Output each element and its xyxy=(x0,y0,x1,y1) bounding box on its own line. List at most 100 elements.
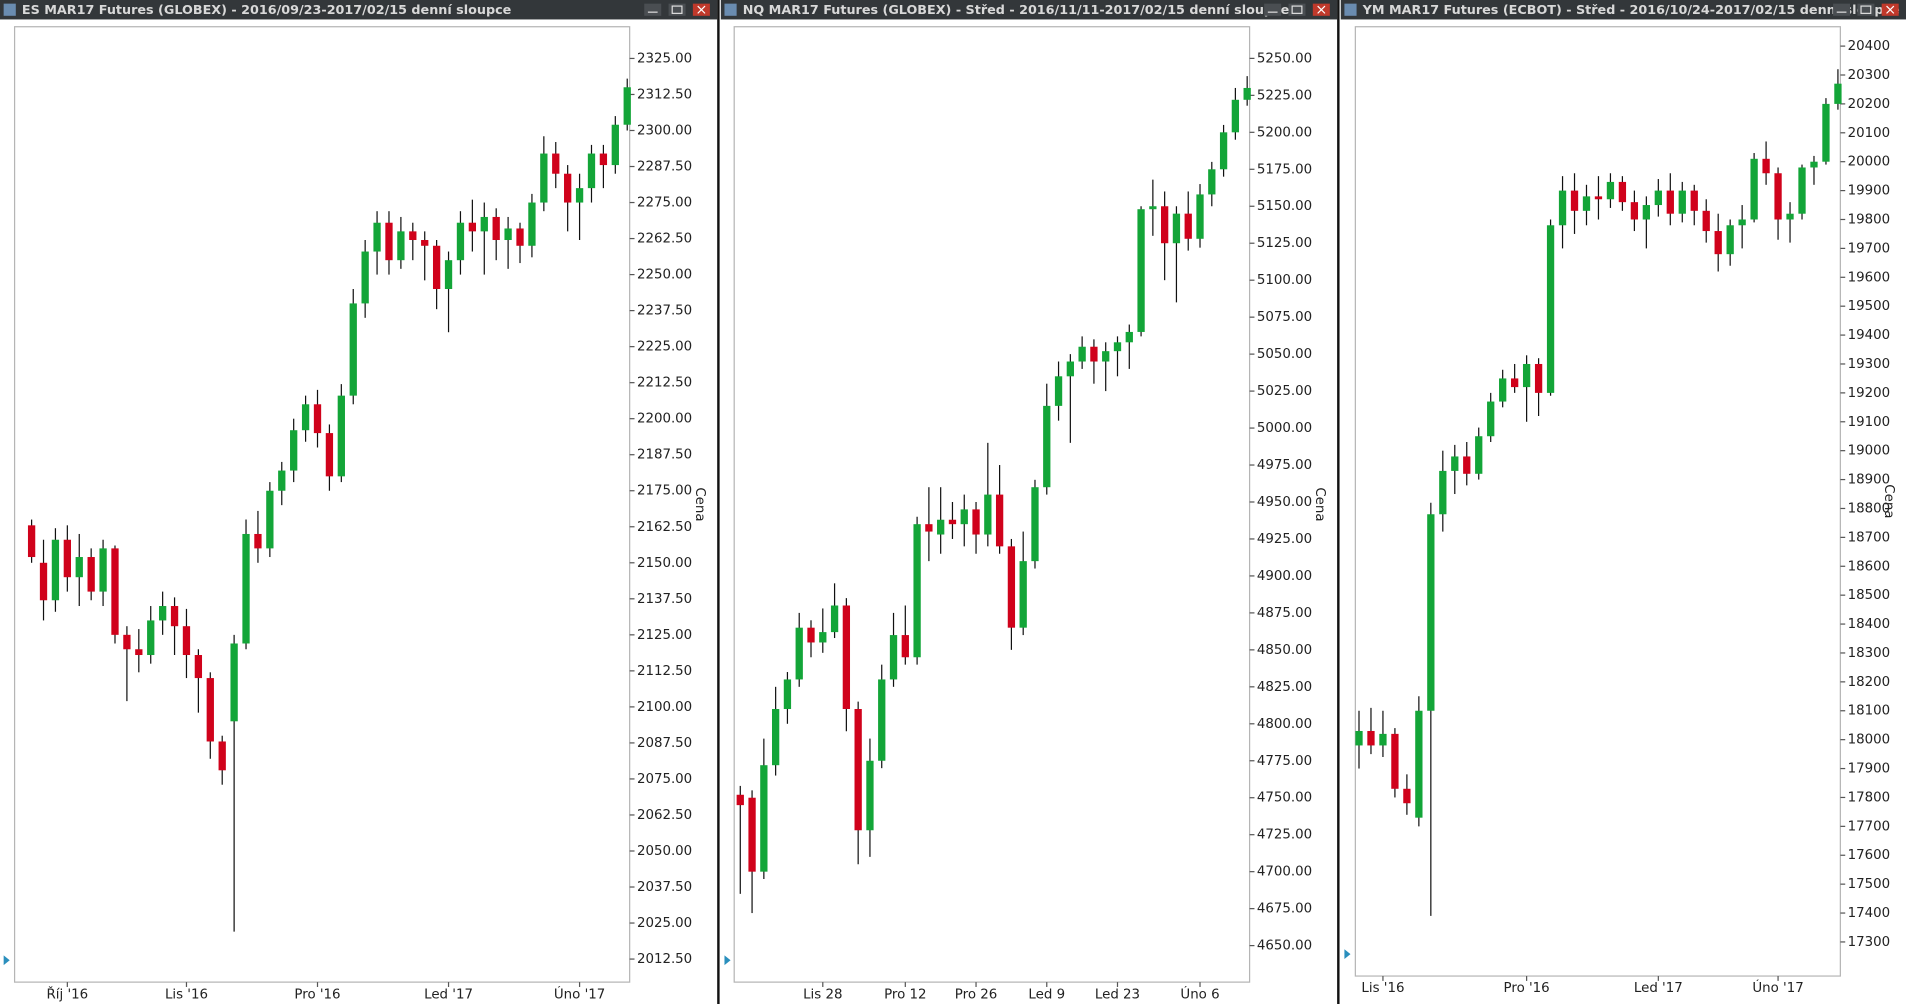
window-icon xyxy=(3,3,16,16)
candle-body xyxy=(254,533,262,549)
y-tick-label: 18700 xyxy=(1848,530,1891,545)
y-tick-label: 5225.00 xyxy=(1257,88,1312,103)
candle-body xyxy=(313,404,322,434)
candle-body xyxy=(27,525,36,558)
scroll-arrow[interactable] xyxy=(3,955,10,966)
candle-body xyxy=(373,222,381,252)
candle-body xyxy=(1427,514,1435,711)
candle-body xyxy=(1439,470,1447,515)
y-tick-label: 5125.00 xyxy=(1257,236,1312,251)
y-tick-label: 20100 xyxy=(1848,126,1891,141)
x-tick-label: Led '17 xyxy=(1634,981,1683,996)
minimize-button[interactable] xyxy=(1833,3,1851,16)
candle-body xyxy=(1834,83,1842,104)
y-tick-label: 17300 xyxy=(1848,935,1891,950)
candle-body xyxy=(1642,205,1651,220)
candle-body xyxy=(468,222,477,232)
minimize-button[interactable] xyxy=(644,3,662,16)
y-tick-label: 2225.00 xyxy=(637,340,692,355)
y-tick-label: 5175.00 xyxy=(1257,162,1312,177)
plot-area xyxy=(733,26,1251,983)
y-tick-label: 19800 xyxy=(1848,212,1891,227)
y-tick-label: 4850.00 xyxy=(1257,643,1312,658)
candle-body xyxy=(1570,190,1579,211)
window-icon xyxy=(724,3,737,16)
window-icon xyxy=(1344,3,1357,16)
candle-body xyxy=(1618,181,1627,203)
y-tick-label: 20200 xyxy=(1848,97,1891,112)
maximize-glyph xyxy=(1860,5,1872,14)
y-tick-label: 2012.50 xyxy=(637,952,692,967)
candle-body xyxy=(456,222,465,261)
y-tick-label: 2212.50 xyxy=(637,376,692,391)
candle-body xyxy=(325,433,334,477)
x-tick-label: Led '17 xyxy=(424,987,473,1002)
y-tick-label: 4950.00 xyxy=(1257,495,1312,510)
x-tick-label: Lis '16 xyxy=(1361,981,1404,996)
candle-body xyxy=(1630,202,1639,220)
y-tick-label: 20300 xyxy=(1848,68,1891,83)
scroll-arrow[interactable] xyxy=(1344,949,1351,960)
candle-body xyxy=(1606,181,1615,200)
y-tick-label: 4975.00 xyxy=(1257,458,1312,473)
candle-body xyxy=(87,557,95,592)
candle-body xyxy=(1415,710,1423,818)
candle-body xyxy=(623,87,631,125)
x-tick-label: Pro 12 xyxy=(884,987,926,1002)
candle-body xyxy=(1774,173,1782,220)
chart-title: YM MAR17 Futures (ECBOT) - Střed - 2016/… xyxy=(1362,3,1900,18)
candle-body xyxy=(337,395,345,477)
candle-body xyxy=(948,519,957,525)
candle-body xyxy=(1231,99,1240,133)
scroll-arrow[interactable] xyxy=(724,955,731,966)
candle-body xyxy=(123,634,131,650)
x-tick-label: Úno '17 xyxy=(1752,978,1803,996)
candle-body xyxy=(1475,436,1483,474)
y-tick-label: 2237.50 xyxy=(637,304,692,319)
candle-body xyxy=(1403,788,1411,804)
candle-body xyxy=(528,202,536,246)
y-tick-label: 4700.00 xyxy=(1257,865,1312,880)
candle-body xyxy=(194,655,203,679)
y-tick-label: 17600 xyxy=(1848,848,1891,863)
y-tick-label: 2137.50 xyxy=(637,592,692,607)
y-tick-label: 18200 xyxy=(1848,675,1891,690)
candle-body xyxy=(819,632,827,643)
candle-body xyxy=(564,173,572,203)
y-axis-label: Cena xyxy=(692,487,707,521)
candle-body xyxy=(575,188,584,203)
candle-body xyxy=(147,620,155,656)
y-tick-label: 4725.00 xyxy=(1257,828,1312,843)
y-axis-label: Cena xyxy=(1881,484,1896,518)
x-tick-label: Pro 26 xyxy=(955,987,997,1002)
candle-body xyxy=(170,606,179,627)
x-tick-label: Úno 6 xyxy=(1180,984,1219,1002)
y-tick-label: 5150.00 xyxy=(1257,199,1312,214)
candle-body xyxy=(1149,206,1157,210)
y-tick-label: 18400 xyxy=(1848,617,1891,632)
title-bar xyxy=(720,0,1338,20)
title-bar xyxy=(0,0,718,20)
y-tick-label: 5100.00 xyxy=(1257,273,1312,288)
y-tick-label: 17900 xyxy=(1848,762,1891,777)
y-tick-label: 2150.00 xyxy=(637,556,692,571)
candle-body xyxy=(771,709,780,766)
candle-body xyxy=(995,494,1004,547)
candle-body xyxy=(1019,561,1027,628)
candle-body xyxy=(1499,378,1507,402)
y-tick-label: 2325.00 xyxy=(637,51,692,66)
candle-body xyxy=(218,741,226,771)
minimize-button[interactable] xyxy=(1264,3,1282,16)
x-tick-label: Led 9 xyxy=(1028,987,1065,1002)
y-tick-label: 4650.00 xyxy=(1257,939,1312,954)
y-tick-label: 19600 xyxy=(1848,270,1891,285)
candle-body xyxy=(1043,405,1051,488)
plot-area xyxy=(13,26,631,983)
candle-body xyxy=(1511,378,1519,388)
y-tick-label: 2025.00 xyxy=(637,916,692,931)
y-tick-label: 2287.50 xyxy=(637,160,692,175)
candle-body xyxy=(1678,190,1686,214)
candle-body xyxy=(99,548,107,592)
y-tick-label: 2162.50 xyxy=(637,520,692,535)
